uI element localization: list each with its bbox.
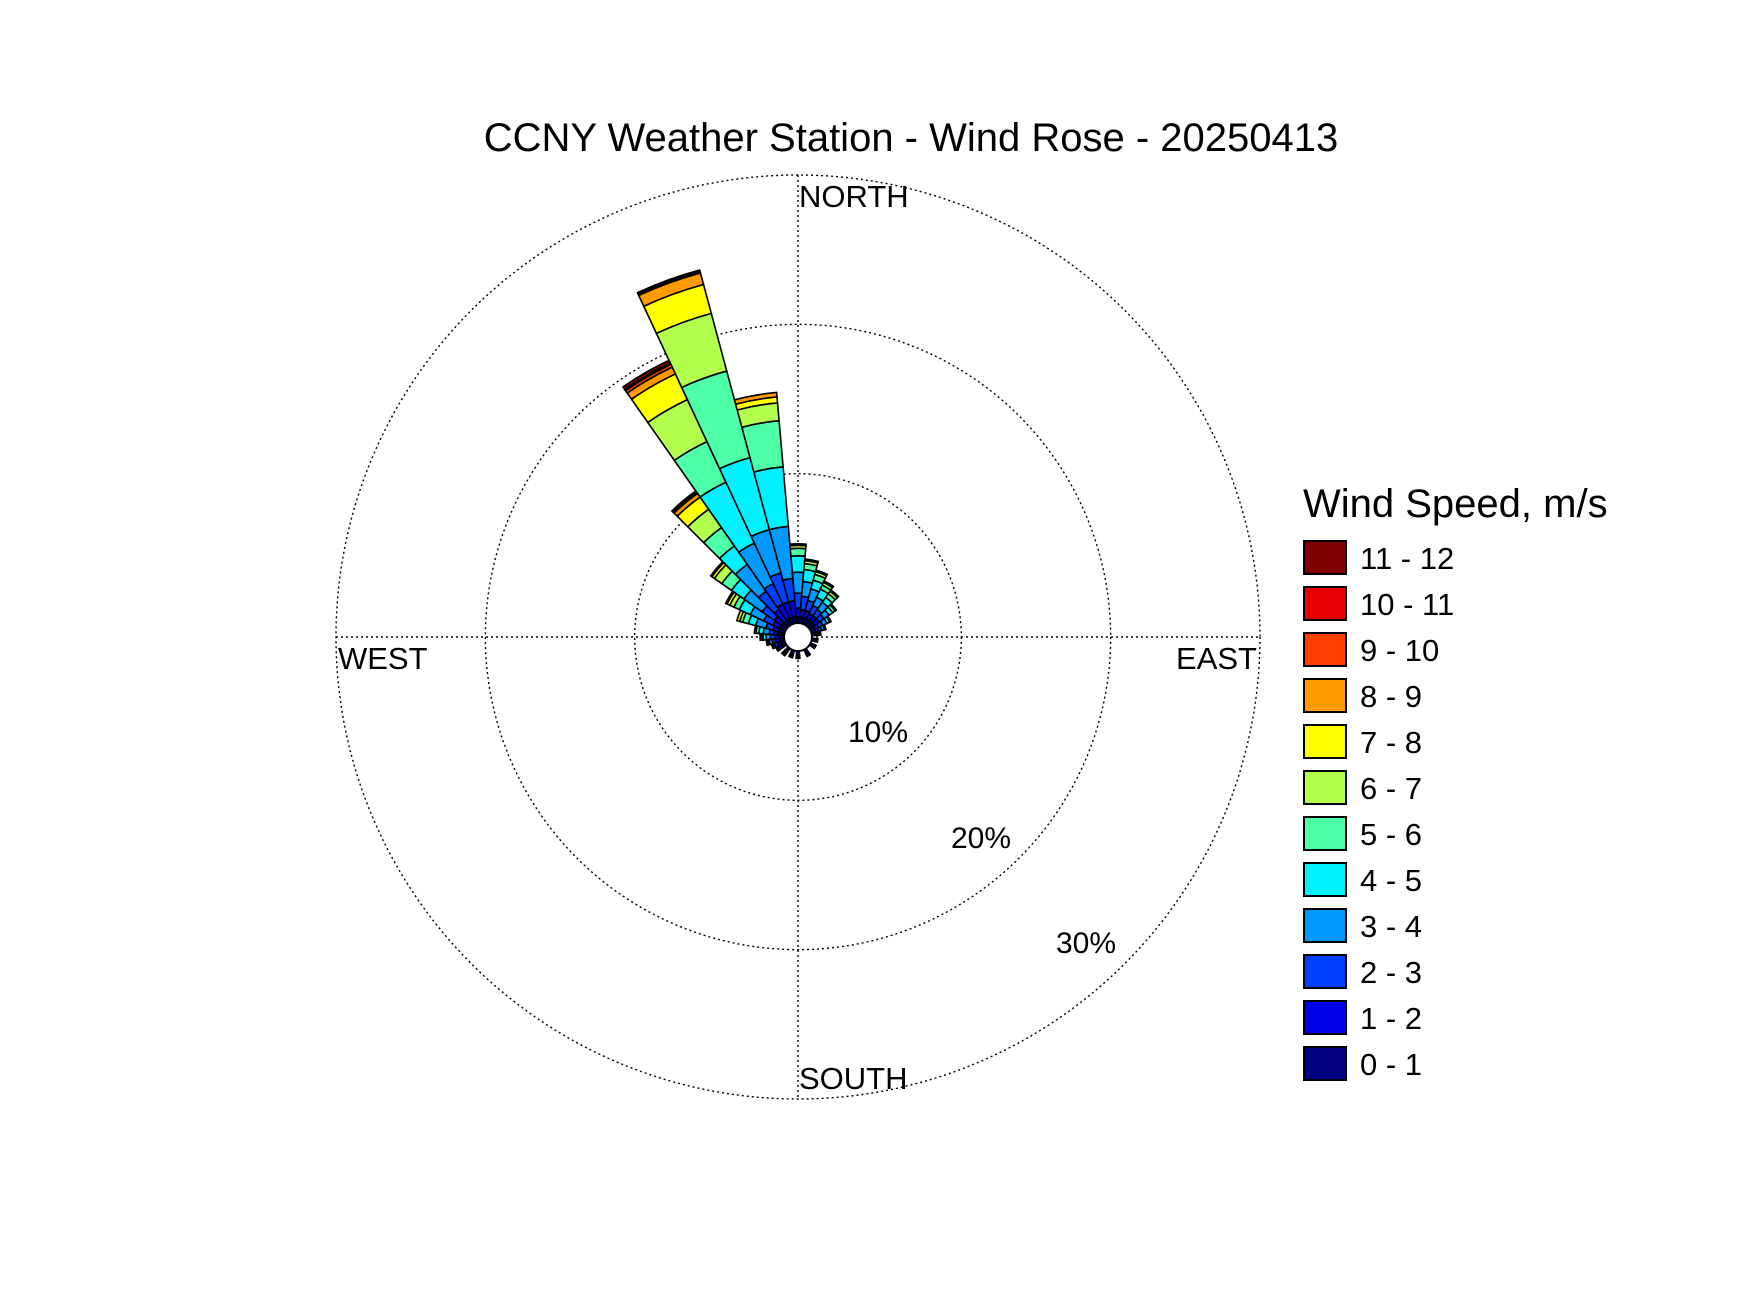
legend-label-9-10: 9 - 10 (1360, 633, 1439, 668)
legend-swatch-6-7 (1303, 770, 1347, 805)
rose-segment-0-bin-4 (790, 555, 806, 574)
legend-label-4-5: 4 - 5 (1360, 863, 1422, 898)
legend-swatch-0-1 (1303, 1046, 1347, 1081)
rose-segment-250-bin-4 (770, 642, 776, 650)
rose-segment-40-bin-7 (828, 588, 840, 599)
rose-segment-60-bin-5 (825, 615, 833, 624)
grid-ring-20 (484, 323, 1112, 951)
legend-swatch-5-6 (1303, 816, 1347, 851)
rose-segment-20-bin-7 (814, 569, 829, 577)
wind-rose-bars (621, 269, 840, 660)
legend-swatch-9-10 (1303, 632, 1347, 667)
direction-label-west: WEST (338, 641, 428, 676)
rose-segment-30-bin-7 (822, 579, 835, 589)
chart-title: CCNY Weather Station - Wind Rose - 20250… (484, 116, 1339, 160)
rose-segment-100-bin-1 (814, 637, 819, 644)
rose-segment-50-bin-6 (828, 602, 838, 613)
legend-label-2-3: 2 - 3 (1360, 955, 1422, 990)
rose-segment-70-bin-4 (821, 623, 827, 631)
legend-label-8-9: 8 - 9 (1360, 679, 1422, 714)
rose-segment-180-bin-2 (795, 656, 801, 660)
legend: Wind Speed, m/s 11 - 12 10 - 11 9 - 10 8 - … (1303, 482, 1608, 1082)
rose-segment-330-bin-11 (621, 359, 672, 391)
legend-swatch-1-2 (1303, 1000, 1347, 1035)
legend-swatch-3-4 (1303, 908, 1347, 943)
rose-segment-10-bin-7 (803, 558, 820, 564)
rose-segment-350-bin-8 (733, 391, 778, 406)
rose-segment-220-bin-3 (780, 651, 787, 657)
direction-label-south: SOUTH (799, 1061, 908, 1096)
legend-swatch-7-8 (1303, 724, 1347, 759)
rose-segment-310-bin-8 (709, 560, 725, 578)
rose-segment-290-bin-7 (735, 609, 745, 623)
legend-label-5-6: 5 - 6 (1360, 817, 1422, 852)
legend-swatch-4-5 (1303, 862, 1347, 897)
rose-segment-120-bin-1 (812, 643, 818, 650)
legend-swatch-11-12 (1303, 540, 1347, 575)
radial-tick-label-20: 20% (951, 822, 1011, 855)
rose-segment-240-bin-3 (774, 645, 781, 653)
legend-label-1-2: 1 - 2 (1360, 1001, 1422, 1036)
radial-tick-label-10: 10% (848, 716, 908, 749)
legend-label-0-1: 0 - 1 (1360, 1047, 1422, 1082)
legend-swatch-10-11 (1303, 586, 1347, 621)
legend-label-7-8: 7 - 8 (1360, 725, 1422, 760)
rose-segment-80-bin-3 (817, 630, 822, 636)
rose-segment-0-bin-5 (789, 547, 807, 557)
legend-swatch-8-9 (1303, 678, 1347, 713)
rose-segment-150-bin-2 (805, 652, 812, 658)
rose-segment-260-bin-5 (765, 638, 770, 647)
legend-label-6-7: 6 - 7 (1360, 771, 1422, 806)
legend-label-3-4: 3 - 4 (1360, 909, 1422, 944)
legend-label-10-11: 10 - 11 (1360, 587, 1454, 622)
polar-labels: NORTH SOUTH WEST EAST 10% 20% 30% (338, 179, 1257, 1096)
legend-title: Wind Speed, m/s (1303, 482, 1608, 526)
rose-segment-270-bin-6 (759, 632, 763, 642)
rose-segment-280-bin-6 (753, 624, 759, 635)
rose-segment-300-bin-8 (724, 590, 736, 606)
legend-label-11-12: 11 - 12 (1360, 541, 1454, 576)
direction-label-east: EAST (1176, 641, 1257, 676)
rose-segment-200-bin-2 (787, 654, 794, 659)
rose-segment-0-bin-7 (789, 543, 807, 547)
radial-tick-label-30: 30% (1056, 927, 1116, 960)
legend-swatch-2-3 (1303, 954, 1347, 989)
direction-label-north: NORTH (799, 179, 909, 214)
rose-segment-340-bin-10 (636, 269, 702, 296)
rose-segment-320-bin-10 (670, 489, 698, 514)
center-hole (783, 622, 813, 652)
